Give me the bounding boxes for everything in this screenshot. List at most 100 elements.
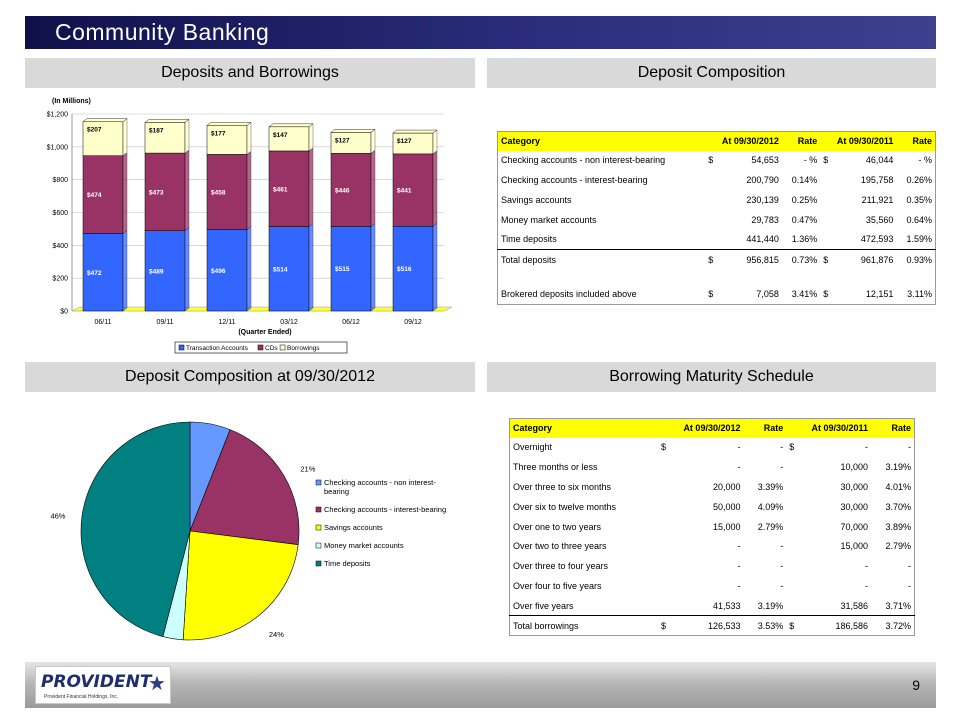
bar-data-label: $458 [211,189,226,196]
bar-side [432,150,438,227]
table-row: Three months or less - - 10,000 3.19% [510,457,915,477]
cell-prior-rate: - [908,580,911,591]
bar-segment [330,226,372,312]
cell-category: Total deposits [501,254,557,265]
cell-currency-symbol [820,229,838,250]
bar-data-label: $489 [149,268,164,275]
cell-prior-value: 30,000 [840,481,869,492]
cell-current-value: 50,000 [712,501,741,512]
cell-current-value: 54,653 [751,155,779,166]
section-header-composition-pie: Deposit Composition at 09/30/2012 [25,362,475,392]
legend-swatch [315,506,322,513]
company-logo: PROVIDENT ★ Provident Financial Holdings… [35,666,171,704]
cell-current-value: 20,000 [712,481,741,492]
cell-current-value: - [737,462,741,473]
cell-prior-value: 10,000 [840,462,869,473]
legend-swatch [315,479,322,486]
cell-current-value: 441,440 [722,229,782,250]
cell-prior-value: 35,560 [865,214,894,225]
cell-current-rate: - [780,561,784,572]
cell-prior-rate: 0.35% [906,194,932,205]
cell-current-value: 200,790 [746,175,779,186]
y-tick-label: $400 [52,243,68,250]
bar-segment [268,150,310,227]
legend-label: Time deposits [324,559,371,568]
cell-current-rate: 1.36% [781,229,821,250]
bar-data-label: $127 [397,138,412,145]
cell-currency-symbol [786,576,805,596]
pie-slice [182,530,299,641]
deposit-composition-pie-chart: 6% 21% 24% 3% 46% Checking accounts - non in… [50,405,446,660]
bar-side [432,129,438,155]
cell-prior-value: - [865,580,869,591]
bar-side [184,149,190,232]
cell-prior-rate: 4.01% [885,481,911,492]
cell-current-value: 230,139 [746,194,779,205]
cell-currency-symbol [658,595,677,617]
cell-currency-symbol: $ [789,442,795,453]
header-current: At 09/30/2012 [658,418,744,438]
bar-top [268,123,314,128]
table-row: Brokered deposits included above $7,058 3.… [498,284,936,304]
legend-swatch [315,542,322,549]
bar-side [184,118,190,154]
y-tick-label: $0 [60,309,68,316]
cell-currency-symbol: $ [708,155,714,166]
cell-prior-rate: 3.71% [871,595,915,617]
x-tick-label: 09/12 [404,319,422,326]
deposits-borrowings-chart: (In Millions) $472 $474 $207 $489 $473 $187 $4… [47,98,453,354]
cell-current-rate: 0.73% [791,254,818,265]
cell-current-value: - [737,561,741,572]
page-title: Community Banking [55,19,270,45]
cell-category: Over one to two years [513,521,602,532]
y-tick-label: $1,000 [47,144,69,151]
bar-data-label: $441 [397,188,412,195]
legend-label: Savings accounts [324,523,383,532]
pie-slice [189,429,300,545]
header-prior-rate: Rate [871,418,915,438]
bar-side [184,227,190,312]
logo-wordmark: PROVIDENT [41,672,152,692]
cell-prior-rate: - % [918,155,933,166]
bar-side [370,223,376,312]
pie-data-label: 24% [269,630,284,639]
table-row: Overnight $ - - $ - - [510,438,915,458]
cell-prior-value: 31,586 [805,595,872,617]
cell-prior-rate: 3.70% [885,501,911,512]
legend-swatch [315,524,322,531]
cell-currency-symbol [658,457,677,477]
table-row: Total deposits $956,815 0.73% $961,876 0.93% [498,249,936,269]
bar-segment [206,125,248,155]
table-row: Over three to four years - - - - [510,556,915,576]
cell-currency-symbol: $ [708,288,714,299]
pie-data-label: 46% [50,512,65,521]
cell-current-rate: 3.53% [757,620,784,631]
cell-currency-symbol: $ [661,620,667,631]
pie-data-label: 21% [300,464,315,473]
table-row: Checking accounts - non interest-bearing… [498,151,936,171]
bar-segment [144,122,186,154]
table-row: Total borrowings $126,533 3.53% $186,586 3.7… [510,616,915,636]
bar-segment [268,226,310,312]
borrowing-maturity-table: Category At 09/30/2012 Rate At 09/30/201… [509,418,915,636]
cell-prior-value: 30,000 [840,501,869,512]
cell-current-rate: - % [803,155,818,166]
cell-prior-value: 12,151 [865,288,894,299]
cell-currency-symbol [786,556,805,576]
bar-top [392,129,438,134]
cell-current-rate: 2.79% [757,521,784,532]
cell-category: Checking accounts - non interest-bearing [501,155,666,166]
cell-category: Over two to three years [513,541,607,552]
cell-currency-symbol [820,210,837,230]
cell-currency-symbol [658,556,677,576]
cell-prior-rate: 1.59% [896,229,936,250]
cell-currency-symbol [658,497,677,517]
cell-currency-symbol [786,457,805,477]
table-row: Checking accounts - interest-bearing 200,… [498,170,936,190]
cell-prior-rate: 0.26% [906,175,932,186]
cell-current-rate: 3.19% [743,595,787,617]
table-row: Time deposits 441,440 1.36% 472,593 1.59% [497,229,936,250]
bar-segment [82,155,124,234]
legend-swatch [178,344,185,351]
y-tick-label: $800 [52,177,68,184]
